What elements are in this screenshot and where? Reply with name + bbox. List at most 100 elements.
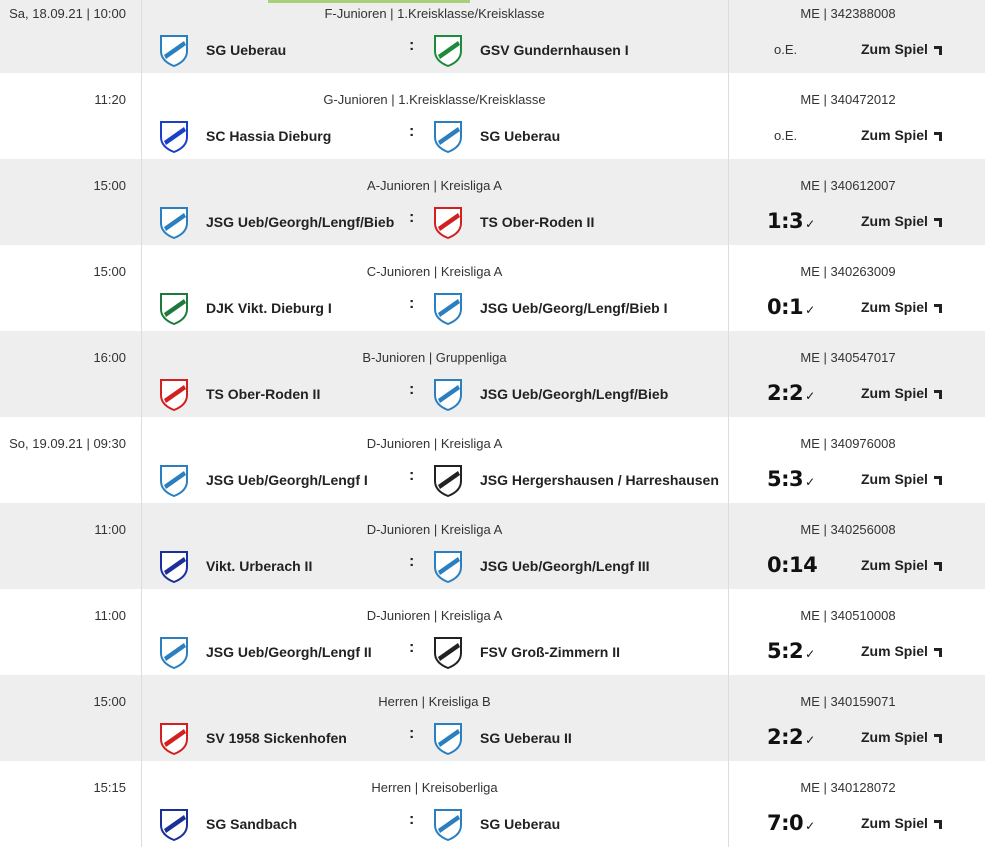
match-link[interactable]: Zum Spiel	[861, 385, 942, 401]
divider	[728, 761, 729, 847]
away-team[interactable]: JSG Ueb/Georgh/Lengf III	[480, 558, 650, 574]
match-category: G-Junioren | 1.Kreisklasse/Kreisklasse	[323, 92, 546, 107]
away-team[interactable]: JSG Ueb/Georgh/Lengf/Bieb	[480, 386, 669, 402]
divider	[728, 331, 729, 417]
match-row: 11:20 G-Junioren | 1.Kreisklasse/Kreiskl…	[0, 73, 985, 159]
vs-separator: :	[409, 639, 415, 656]
match-link-label: Zum Spiel	[861, 471, 928, 487]
result-status: o.E.	[774, 42, 798, 57]
match-time: So, 19.09.21 | 09:30	[9, 436, 126, 451]
away-team-logo-icon	[432, 635, 464, 670]
match-time: 11:20	[94, 92, 126, 107]
home-team[interactable]: JSG Ueb/Georgh/Lengf II	[206, 644, 372, 660]
match-row: 11:00 D-Junioren | Kreisliga A ME | 3405…	[0, 589, 985, 675]
match-row: So, 19.09.21 | 09:30 D-Junioren | Kreisl…	[0, 417, 985, 503]
match-time: 16:00	[93, 350, 126, 365]
vs-separator: :	[409, 553, 415, 570]
arrow-corner-icon	[933, 390, 942, 399]
check-icon: ✓	[805, 217, 815, 231]
divider	[728, 503, 729, 589]
home-team-logo-icon	[158, 463, 190, 498]
result-score: 2:2 ✓	[767, 381, 815, 405]
away-team-logo-icon	[432, 807, 464, 842]
match-link-label: Zum Spiel	[861, 127, 928, 143]
divider	[728, 73, 729, 159]
match-link[interactable]: Zum Spiel	[861, 815, 942, 831]
away-team[interactable]: FSV Groß-Zimmern II	[480, 644, 621, 660]
match-link[interactable]: Zum Spiel	[861, 41, 942, 57]
match-link[interactable]: Zum Spiel	[861, 127, 942, 143]
match-row: Sa, 18.09.21 | 10:00 F-Junioren | 1.Krei…	[0, 0, 985, 73]
vs-separator: :	[409, 467, 415, 484]
home-team[interactable]: SC Hassia Dieburg	[206, 128, 332, 144]
check-icon: ✓	[805, 647, 815, 661]
away-team[interactable]: SG Ueberau II	[480, 730, 572, 746]
match-category: F-Junioren | 1.Kreisklasse/Kreisklasse	[324, 6, 545, 21]
away-team[interactable]: JSG Hergershausen / Harreshausen	[480, 472, 719, 488]
home-team-logo-icon	[158, 33, 190, 68]
divider	[141, 73, 142, 159]
divider	[141, 675, 142, 761]
match-code: ME | 340128072	[800, 780, 896, 795]
match-time: 15:00	[93, 694, 126, 709]
match-link[interactable]: Zum Spiel	[861, 557, 942, 573]
match-link[interactable]: Zum Spiel	[861, 471, 942, 487]
match-code: ME | 340612007	[800, 178, 896, 193]
match-link[interactable]: Zum Spiel	[861, 643, 942, 659]
match-code: ME | 340510008	[800, 608, 896, 623]
home-team[interactable]: TS Ober-Roden II	[206, 386, 321, 402]
match-code: ME | 340547017	[800, 350, 896, 365]
home-team[interactable]: SG Ueberau	[206, 42, 287, 58]
away-team[interactable]: SG Ueberau	[480, 816, 561, 832]
home-team[interactable]: Vikt. Urberach II	[206, 558, 313, 574]
match-code: ME | 340976008	[800, 436, 896, 451]
home-team-logo-icon	[158, 549, 190, 584]
home-team[interactable]: DJK Vikt. Dieburg I	[206, 300, 332, 316]
home-team-logo-icon	[158, 721, 190, 756]
match-row: 15:00 A-Junioren | Kreisliga A ME | 3406…	[0, 159, 985, 245]
away-team-logo-icon	[432, 119, 464, 154]
away-team[interactable]: TS Ober-Roden II	[480, 214, 595, 230]
home-team[interactable]: JSG Ueb/Georgh/Lengf/Bieb	[206, 214, 395, 230]
away-team[interactable]: JSG Ueb/Georg/Lengf/Bieb I	[480, 300, 668, 316]
away-team-logo-icon	[432, 205, 464, 240]
away-team-logo-icon	[432, 33, 464, 68]
check-icon: ✓	[805, 389, 815, 403]
vs-separator: :	[409, 811, 415, 828]
match-time: 15:15	[93, 780, 126, 795]
match-time: 15:00	[93, 264, 126, 279]
divider	[141, 245, 142, 331]
match-link[interactable]: Zum Spiel	[861, 729, 942, 745]
check-icon: ✓	[805, 819, 815, 833]
match-category: C-Junioren | Kreisliga A	[366, 264, 503, 279]
arrow-corner-icon	[933, 304, 942, 313]
arrow-corner-icon	[933, 46, 942, 55]
away-team[interactable]: SG Ueberau	[480, 128, 561, 144]
match-link-label: Zum Spiel	[861, 815, 928, 831]
arrow-corner-icon	[933, 218, 942, 227]
vs-separator: :	[409, 37, 415, 54]
match-time: 15:00	[93, 178, 126, 193]
match-link[interactable]: Zum Spiel	[861, 299, 942, 315]
arrow-corner-icon	[933, 820, 942, 829]
divider	[728, 675, 729, 761]
home-team[interactable]: SV 1958 Sickenhofen	[206, 730, 347, 746]
home-team[interactable]: JSG Ueb/Georgh/Lengf I	[206, 472, 368, 488]
match-time: 11:00	[94, 608, 126, 623]
active-tab-indicator	[268, 0, 470, 3]
arrow-corner-icon	[933, 132, 942, 141]
divider	[728, 245, 729, 331]
match-link-label: Zum Spiel	[861, 385, 928, 401]
match-category: Herren | Kreisliga B	[378, 694, 491, 709]
match-category: A-Junioren | Kreisliga A	[367, 178, 502, 193]
home-team[interactable]: SG Sandbach	[206, 816, 298, 832]
result-score: 2:2 ✓	[767, 725, 815, 749]
check-icon: ✓	[805, 303, 815, 317]
match-link[interactable]: Zum Spiel	[861, 213, 942, 229]
away-team[interactable]: GSV Gundernhausen I	[480, 42, 629, 58]
divider	[728, 589, 729, 675]
match-code: ME | 340159071	[800, 694, 896, 709]
divider	[141, 761, 142, 847]
match-row: 15:00 Herren | Kreisliga B ME | 34015907…	[0, 675, 985, 761]
score: 2:2	[767, 381, 804, 405]
